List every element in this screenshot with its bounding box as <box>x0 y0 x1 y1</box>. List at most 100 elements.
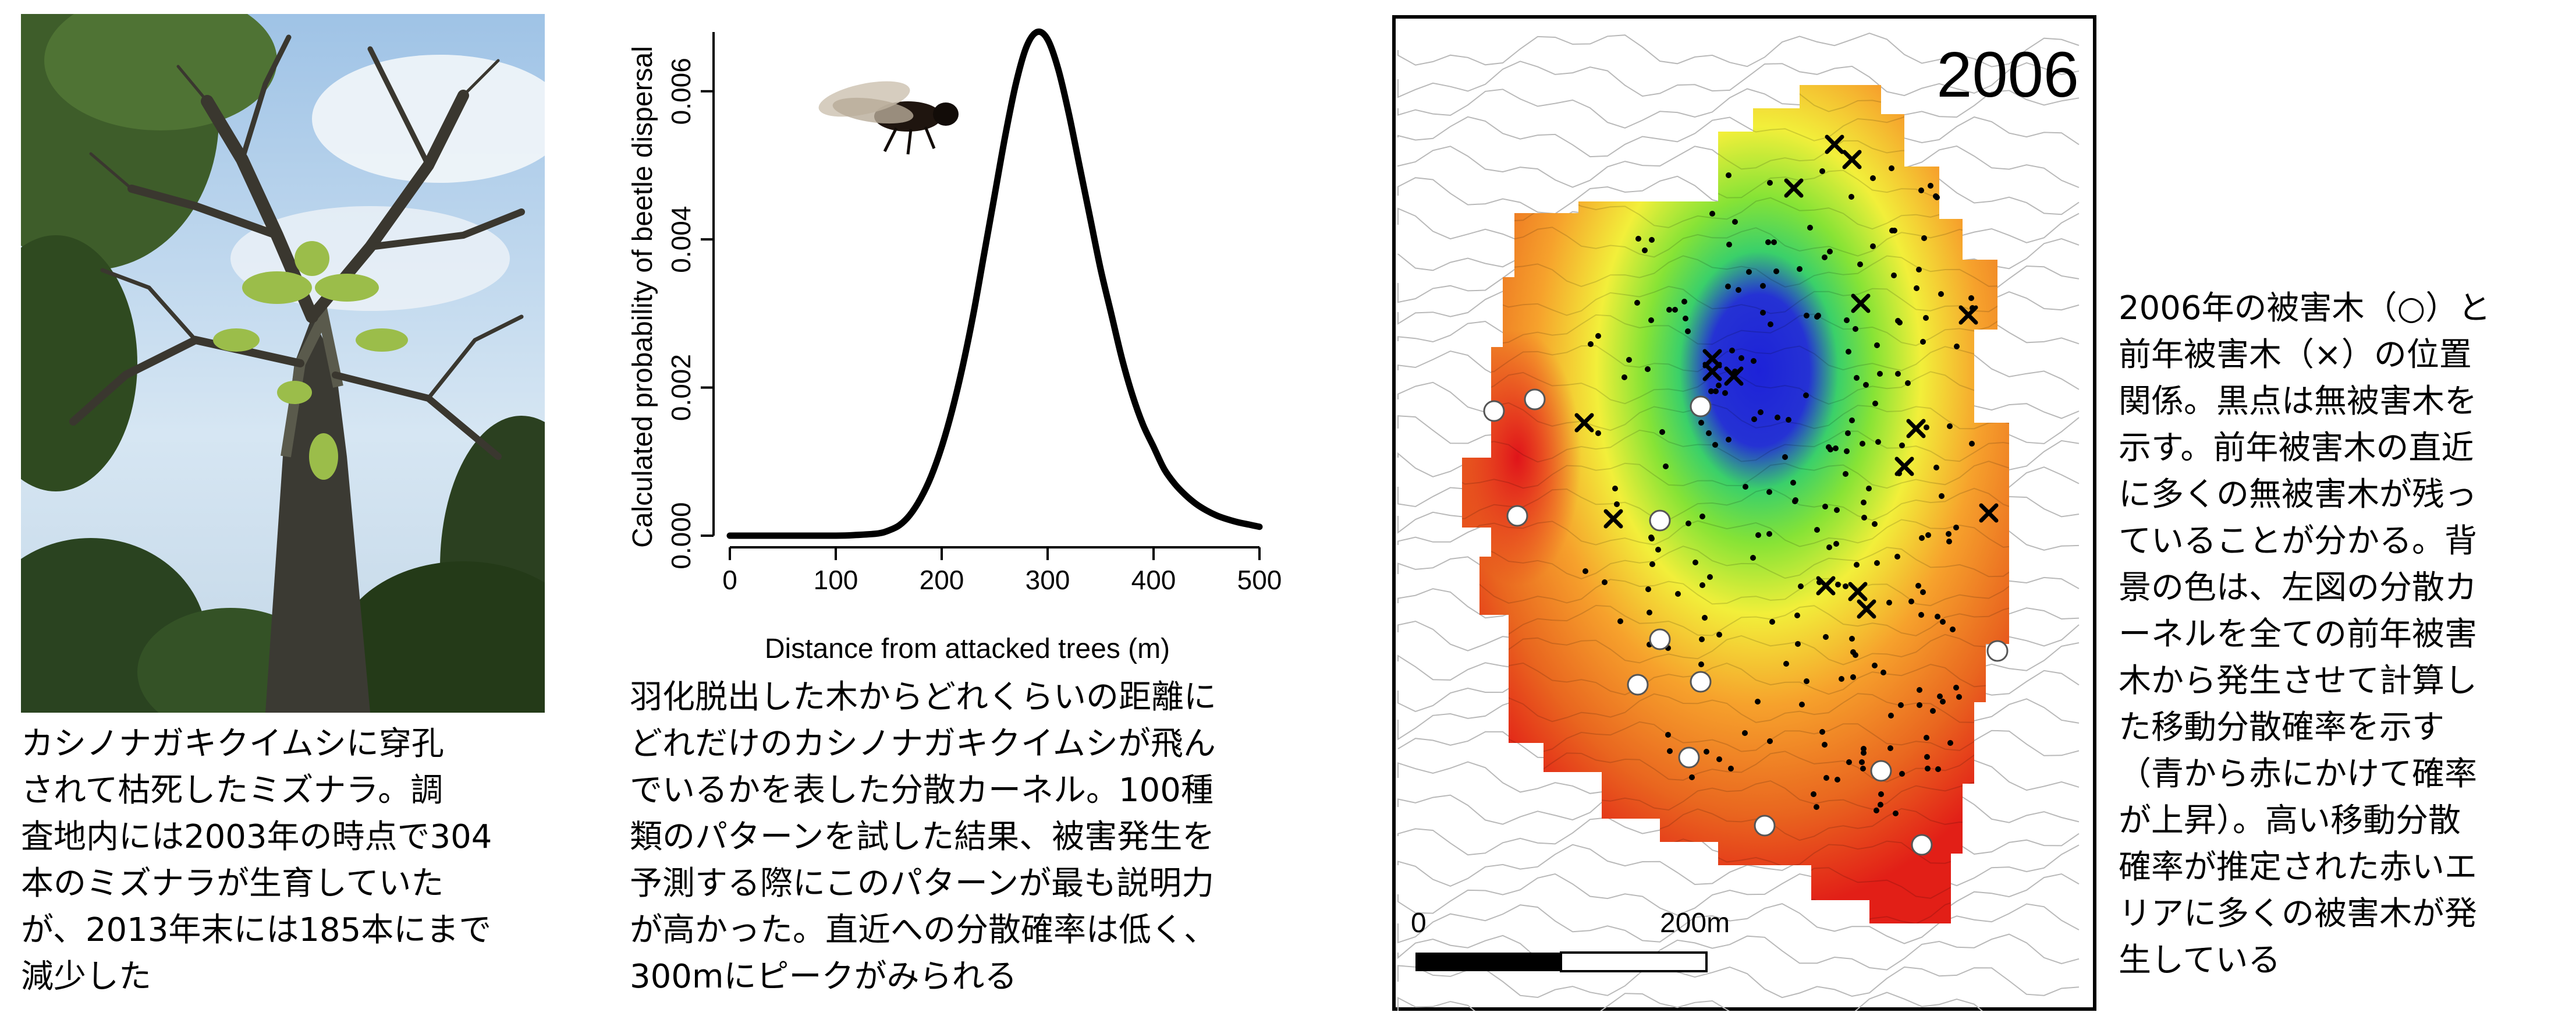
damaged-tree-2006-marker <box>1649 509 1671 532</box>
undamaged-tree-dot <box>1647 610 1652 615</box>
undamaged-tree-dot <box>1846 349 1851 355</box>
undamaged-tree-dot <box>1814 804 1819 810</box>
undamaged-tree-dot <box>1861 750 1867 756</box>
contour-line <box>1397 903 2080 944</box>
undamaged-tree-dot <box>1595 333 1601 339</box>
undamaged-tree-dot <box>1804 313 1809 318</box>
undamaged-tree-dot <box>1849 417 1855 423</box>
undamaged-tree-dot <box>1863 382 1869 388</box>
undamaged-tree-dot <box>1736 287 1741 293</box>
damaged-tree-2006-marker <box>1754 815 1776 837</box>
undamaged-tree-dot <box>1845 430 1851 436</box>
undamaged-tree-dot <box>1850 674 1856 680</box>
undamaged-tree-dot <box>1969 441 1975 447</box>
contour-line <box>1462 284 2009 316</box>
undamaged-tree-dot <box>1621 374 1627 380</box>
undamaged-tree-dot <box>1857 261 1863 267</box>
undamaged-tree-dot <box>1699 514 1705 519</box>
undamaged-tree-dot <box>1953 685 1959 691</box>
dead-oak-photo <box>21 14 545 713</box>
contour-line <box>1397 992 1983 1011</box>
damaged-tree-2006-marker <box>1649 628 1671 650</box>
undamaged-tree-dot <box>1875 439 1881 445</box>
undamaged-tree-dot <box>1823 775 1829 781</box>
undamaged-tree-dot <box>1937 693 1943 699</box>
map-year-label: 2006 <box>1936 39 2079 111</box>
undamaged-tree-dot <box>1915 583 1921 589</box>
damaged-tree-2006-marker <box>1870 760 1892 782</box>
undamaged-tree-dot <box>1707 574 1713 580</box>
undamaged-tree-dot <box>1935 766 1941 772</box>
undamaged-tree-dot <box>1850 649 1856 655</box>
undamaged-tree-dot <box>1783 661 1789 667</box>
contour-line <box>1462 546 2009 580</box>
undamaged-tree-dot <box>1681 299 1687 305</box>
undamaged-tree-dot <box>1797 266 1803 272</box>
undamaged-tree-dot <box>1834 507 1840 513</box>
tree-markers <box>1483 134 2009 856</box>
undamaged-tree-dot <box>1893 810 1899 816</box>
contour-line <box>1397 933 2080 971</box>
undamaged-tree-dot <box>1920 339 1926 345</box>
scale-bar-white <box>1560 951 1708 972</box>
undamaged-tree-dot <box>1666 307 1672 313</box>
undamaged-tree-dot <box>1921 235 1927 241</box>
undamaged-tree-dot <box>1839 676 1844 682</box>
undamaged-tree-dot <box>1861 515 1867 521</box>
undamaged-tree-dot <box>1702 615 1708 621</box>
undamaged-tree-dot <box>1819 729 1825 735</box>
undamaged-tree-dot <box>1954 344 1960 349</box>
previous-year-damaged-tree-marker <box>1816 576 1836 596</box>
contour-line <box>1462 693 2009 723</box>
undamaged-tree-dot <box>1946 539 1952 544</box>
undamaged-tree-dot <box>1807 225 1813 231</box>
undamaged-tree-dot <box>1950 627 1956 632</box>
undamaged-tree-dot <box>1946 531 1951 537</box>
contour-line <box>1462 633 2009 666</box>
x-tick-label: 400 <box>1131 565 1176 595</box>
undamaged-tree-dot <box>1814 527 1820 533</box>
damaged-tree-2006-marker <box>1690 395 1712 417</box>
undamaged-tree-dot <box>1645 586 1651 592</box>
x-axis-label: Distance from attacked trees (m) <box>765 633 1170 664</box>
x-tick-label: 500 <box>1237 565 1282 595</box>
undamaged-tree-dot <box>1794 613 1800 618</box>
undamaged-tree-dot <box>1729 348 1735 353</box>
previous-year-damaged-tree-marker <box>1842 150 1862 169</box>
undamaged-tree-dot <box>1878 791 1884 797</box>
damaged-tree-2006-marker <box>1986 640 2009 662</box>
undamaged-tree-dot <box>1799 702 1805 707</box>
undamaged-tree-dot <box>1833 445 1839 451</box>
undamaged-tree-dot <box>1947 423 1953 429</box>
undamaged-tree-dot <box>1956 694 1962 700</box>
x-tick-label: 0 <box>722 565 737 595</box>
undamaged-tree-dot <box>1766 489 1772 495</box>
undamaged-tree-dot <box>1582 568 1588 574</box>
undamaged-tree-dot <box>1743 484 1748 490</box>
undamaged-tree-dot <box>1917 687 1922 693</box>
undamaged-tree-dot <box>1612 486 1618 491</box>
damaged-tree-2006-marker <box>1627 674 1649 696</box>
undamaged-tree-dot <box>1854 562 1860 568</box>
undamaged-tree-dot <box>1919 535 1925 541</box>
undamaged-tree-dot <box>1925 766 1931 771</box>
y-tick-label: 0.004 <box>666 206 696 273</box>
previous-year-damaged-tree-marker <box>1724 366 1744 386</box>
scale-start-label: 0 <box>1411 908 1427 939</box>
undamaged-tree-dot <box>1755 532 1761 538</box>
undamaged-tree-dot <box>1706 430 1712 436</box>
beetle-icon <box>818 81 959 155</box>
undamaged-tree-dot <box>1626 357 1632 363</box>
undamaged-tree-dot <box>1709 211 1715 217</box>
undamaged-tree-dot <box>1771 239 1777 245</box>
undamaged-tree-dot <box>1672 307 1678 313</box>
undamaged-tree-dot <box>1811 791 1816 797</box>
undamaged-tree-dot <box>1930 708 1936 714</box>
undamaged-tree-dot <box>1722 390 1728 396</box>
previous-year-damaged-tree-marker <box>1894 456 1914 476</box>
undamaged-tree-dot <box>1822 742 1828 748</box>
undamaged-tree-dot <box>1826 544 1832 550</box>
dispersal-kernel-line <box>726 29 1263 539</box>
undamaged-tree-dot <box>1877 371 1883 377</box>
undamaged-tree-dot <box>1933 193 1939 199</box>
